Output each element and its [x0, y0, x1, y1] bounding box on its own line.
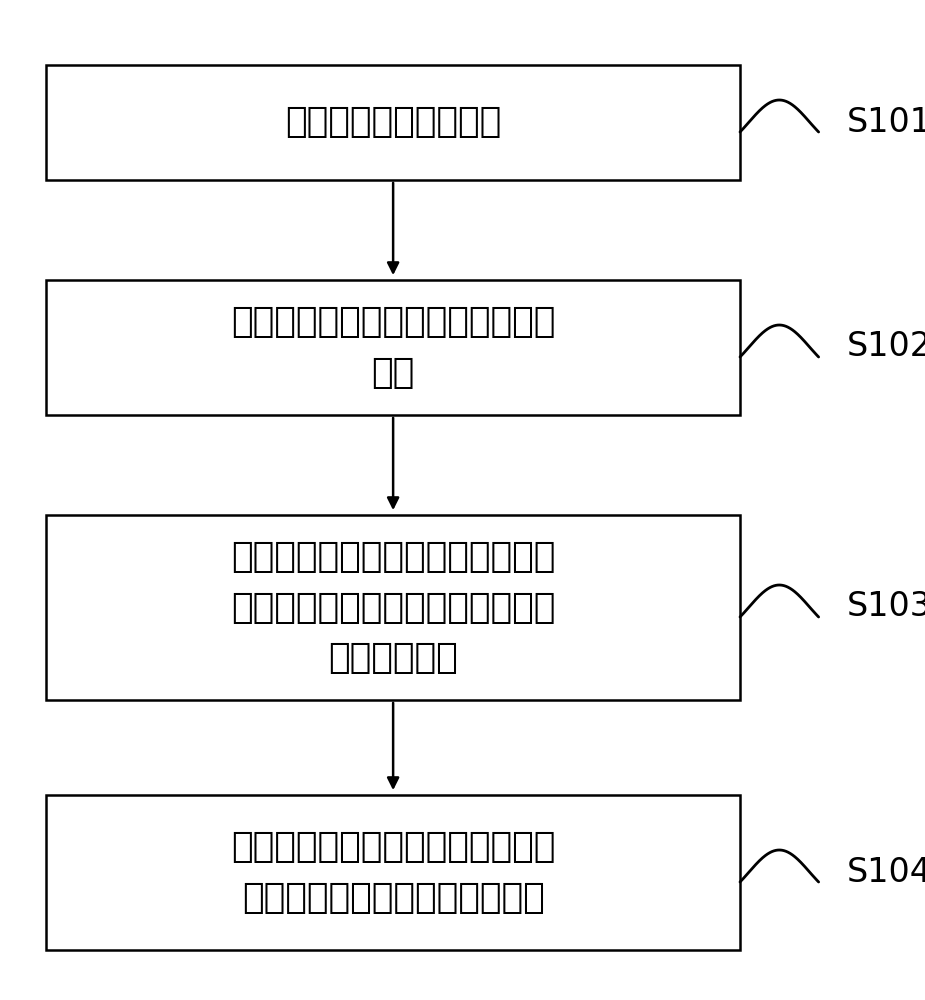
FancyBboxPatch shape — [46, 280, 740, 415]
FancyBboxPatch shape — [46, 65, 740, 180]
Text: S101: S101 — [846, 105, 925, 138]
Text: S104: S104 — [846, 856, 925, 888]
Text: 获取所述正交频分复用信号的控制
信息: 获取所述正交频分复用信号的控制 信息 — [231, 305, 555, 390]
Text: 根据所述控制信息，从所述正交频
分复用信号中提取出子载波信号，
生成信号矩阵: 根据所述控制信息，从所述正交频 分复用信号中提取出子载波信号， 生成信号矩阵 — [231, 540, 555, 675]
Text: S102: S102 — [846, 330, 925, 363]
Text: 对所述信号矩阵进行观测得到所述
正交频分复用信号的频偏估计值: 对所述信号矩阵进行观测得到所述 正交频分复用信号的频偏估计值 — [231, 830, 555, 915]
Text: S103: S103 — [846, 590, 925, 624]
FancyBboxPatch shape — [46, 515, 740, 700]
Text: 接收正交频分复用信号: 接收正交频分复用信号 — [285, 105, 501, 139]
FancyBboxPatch shape — [46, 795, 740, 950]
